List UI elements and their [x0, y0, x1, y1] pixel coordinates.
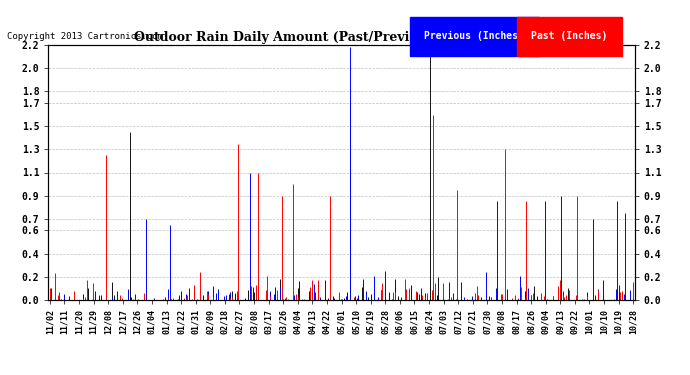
Text: Copyright 2013 Cartronics.com: Copyright 2013 Cartronics.com — [7, 32, 163, 41]
Text: Previous (Inches): Previous (Inches) — [424, 32, 524, 41]
Text: Past (Inches): Past (Inches) — [531, 32, 608, 41]
Title: Outdoor Rain Daily Amount (Past/Previous Year) 20131102: Outdoor Rain Daily Amount (Past/Previous… — [134, 31, 549, 44]
